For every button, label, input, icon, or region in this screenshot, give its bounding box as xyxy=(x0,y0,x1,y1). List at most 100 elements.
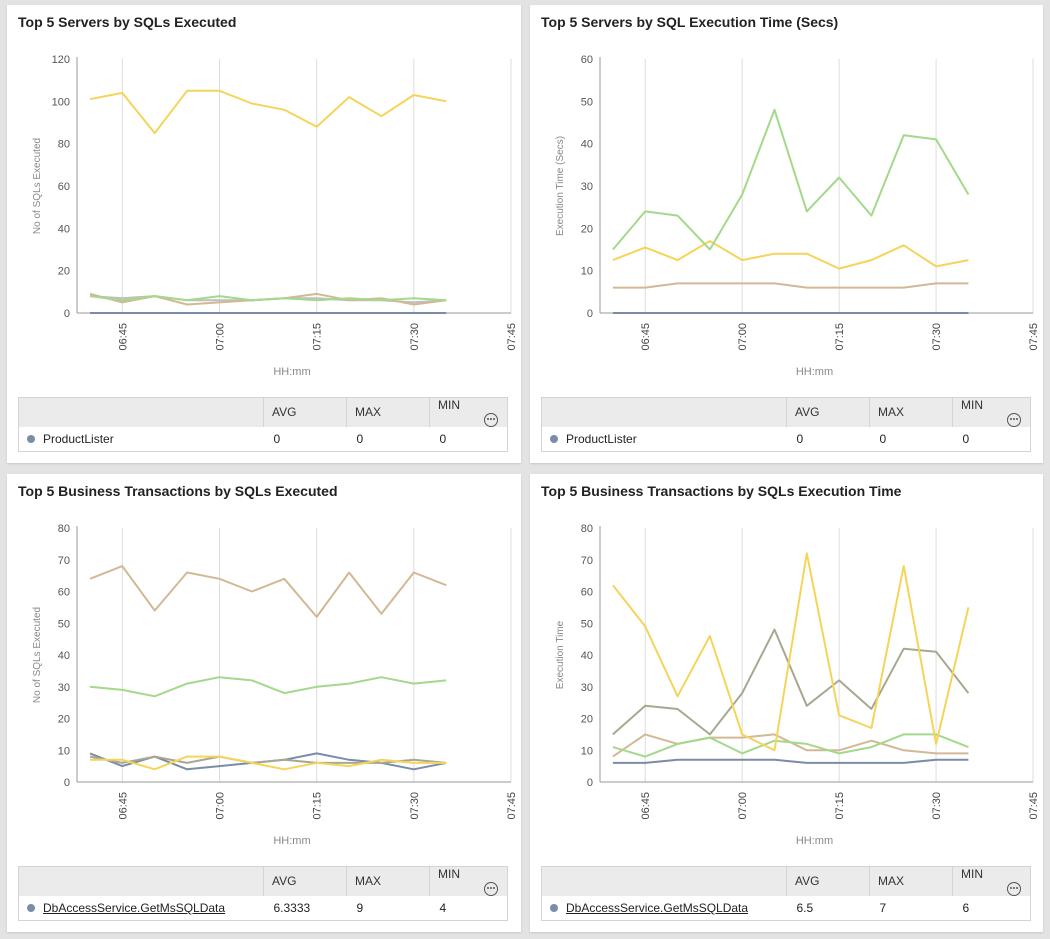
y-axis-title: No of SQLs Executed xyxy=(32,607,43,703)
series-line xyxy=(612,552,970,752)
legend-header-avg: AVG xyxy=(786,866,870,896)
y-tick-label: 50 xyxy=(581,618,593,630)
legend-header-name xyxy=(18,866,264,896)
legend-name-link[interactable]: DbAccessService.GetMsSQLData xyxy=(43,900,226,915)
panel-title: Top 5 Servers by SQL Execution Time (Sec… xyxy=(541,14,839,30)
y-tick-label: 50 xyxy=(58,618,70,630)
legend-table: AVG MAX MIN ProductLister 0 0 0 xyxy=(18,397,508,452)
series-line xyxy=(612,240,969,270)
y-tick-label: 60 xyxy=(58,587,70,599)
y-tick-label: 80 xyxy=(581,523,593,535)
y-axis-title: Execution Time (Secs) xyxy=(555,136,566,236)
legend-avg: 6.3333 xyxy=(273,900,311,915)
legend-name-link[interactable]: DbAccessService.GetMsSQLData xyxy=(566,900,749,915)
y-tick-label: 80 xyxy=(58,523,70,535)
legend-min: 0 xyxy=(962,431,970,446)
x-tick-label: 06:45 xyxy=(640,323,652,351)
x-tick-label: 07:00 xyxy=(215,323,227,351)
x-axis-title: HH:mm xyxy=(796,366,833,378)
y-tick-label: 0 xyxy=(64,777,70,789)
legend-header-name xyxy=(541,397,787,427)
legend-table: AVG MAX MIN ProductLister 0 0 0 xyxy=(541,397,1031,452)
chart: 06:45 07:00 07:15 07:30 07:45 0 20 40 60 80 100 120… xyxy=(32,54,518,378)
more-icon[interactable] xyxy=(484,412,498,427)
legend-max: 9 xyxy=(356,900,364,915)
legend-min: 4 xyxy=(439,900,447,915)
more-icon[interactable] xyxy=(1007,881,1021,896)
more-icon[interactable] xyxy=(1007,412,1021,427)
legend-table: AVG MAX MIN DbAccessService.GetMsSQLData… xyxy=(18,866,508,921)
legend-header-min: MIN xyxy=(952,397,1031,427)
y-tick-label: 20 xyxy=(58,714,70,726)
series-dot-icon xyxy=(27,903,35,912)
legend-name: DbAccessService.GetMsSQLData xyxy=(19,896,264,921)
legend-name-text: ProductLister xyxy=(566,431,637,446)
y-axis-title: No of SQLs Executed xyxy=(32,138,43,234)
y-tick-label: 30 xyxy=(581,181,593,193)
panel-title: Top 5 Servers by SQLs Executed xyxy=(18,14,237,30)
legend-header-name xyxy=(541,866,787,896)
x-tick-label: 06:45 xyxy=(117,323,129,351)
x-tick-label: 07:30 xyxy=(931,323,943,351)
series-dot-icon xyxy=(550,434,558,443)
series-line xyxy=(612,758,969,764)
legend-row[interactable]: DbAccessService.GetMsSQLData 6.3333 9 4 xyxy=(19,896,508,921)
series-dot-icon xyxy=(550,903,558,912)
legend-max: 0 xyxy=(879,431,887,446)
legend-name: DbAccessService.GetMsSQLData xyxy=(542,896,787,921)
chart: 06:45 07:00 07:15 07:30 07:45 0 10 20 30 40 50 60 Ex… xyxy=(555,54,1040,378)
y-tick-label: 50 xyxy=(581,96,593,108)
y-tick-label: 40 xyxy=(581,139,593,151)
y-tick-label: 120 xyxy=(52,54,70,66)
legend-header-avg: AVG xyxy=(786,397,870,427)
y-tick-label: 20 xyxy=(58,266,70,278)
x-axis-title: HH:mm xyxy=(273,835,310,847)
x-tick-label: 07:15 xyxy=(312,792,324,820)
series-line xyxy=(89,755,447,764)
x-tick-label: 07:30 xyxy=(931,792,943,820)
y-tick-label: 40 xyxy=(58,650,70,662)
legend-header-avg: AVG xyxy=(263,397,347,427)
more-icon[interactable] xyxy=(484,881,498,896)
series-line xyxy=(612,733,969,758)
legend-max: 0 xyxy=(356,431,364,446)
x-tick-label: 07:15 xyxy=(834,792,846,820)
legend-header-avg: AVG xyxy=(263,866,347,896)
panel-title: Top 5 Business Transactions by SQLs Exec… xyxy=(541,483,902,499)
y-tick-label: 10 xyxy=(581,266,593,278)
panel-bt-sqls-executed: Top 5 Business Transactions by SQLs Exec… xyxy=(7,474,521,932)
legend-min: 6 xyxy=(962,900,970,915)
legend-row[interactable]: ProductLister 0 0 0 xyxy=(19,427,508,452)
series-line xyxy=(89,295,447,302)
x-axis-title: HH:mm xyxy=(273,366,310,378)
legend-header-name xyxy=(18,397,264,427)
series-line xyxy=(612,108,970,251)
legend-header-max: MAX xyxy=(346,866,430,896)
series-line xyxy=(89,565,447,618)
y-tick-label: 20 xyxy=(581,714,593,726)
y-tick-label: 60 xyxy=(581,54,593,66)
y-tick-label: 10 xyxy=(581,745,593,757)
y-tick-label: 100 xyxy=(52,96,70,108)
panel-servers-sqls-executed: Top 5 Servers by SQLs Executed 06:45 07:0… xyxy=(7,5,521,463)
series-line xyxy=(89,676,447,698)
legend-row[interactable]: ProductLister 0 0 0 xyxy=(542,427,1031,452)
legend-avg: 6.5 xyxy=(796,900,814,915)
series-line xyxy=(89,89,447,135)
series-line xyxy=(612,282,969,289)
legend-row[interactable]: DbAccessService.GetMsSQLData 6.5 7 6 xyxy=(542,896,1031,921)
x-axis-title: HH:mm xyxy=(796,835,833,847)
legend-name: ProductLister xyxy=(19,427,264,452)
legend-name-text: ProductLister xyxy=(43,431,114,446)
series-dot-icon xyxy=(27,434,35,443)
legend-header-min: MIN xyxy=(952,866,1031,896)
legend-avg: 0 xyxy=(796,431,804,446)
x-tick-label: 07:45 xyxy=(1028,792,1040,820)
legend-avg: 0 xyxy=(273,431,281,446)
legend-header-max: MAX xyxy=(869,866,953,896)
x-tick-label: 07:15 xyxy=(834,323,846,351)
legend-header-min: MIN xyxy=(429,866,508,896)
x-tick-label: 06:45 xyxy=(640,792,652,820)
panel-title: Top 5 Business Transactions by SQLs Exec… xyxy=(18,483,338,499)
y-tick-label: 60 xyxy=(581,587,593,599)
